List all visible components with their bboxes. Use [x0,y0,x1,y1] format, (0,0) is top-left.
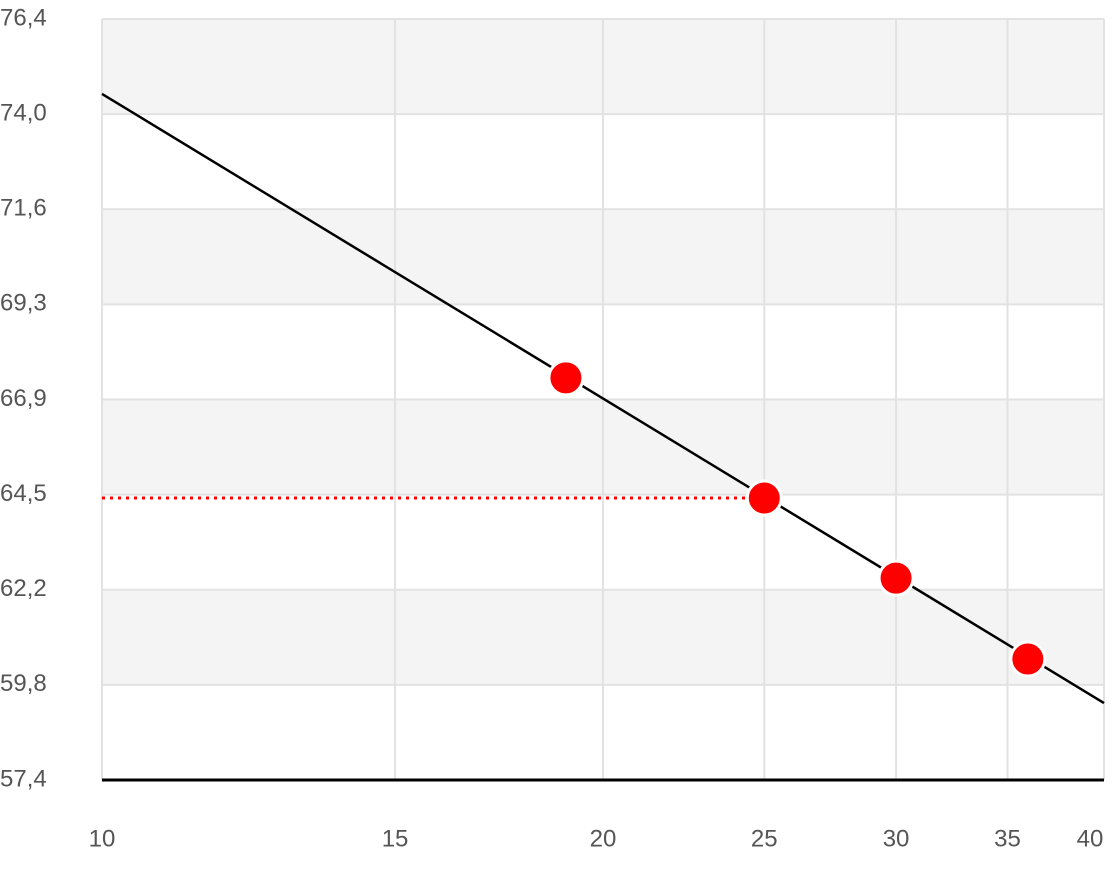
y-tick-label: 66,9 [0,385,47,412]
x-tick-label: 15 [382,825,409,852]
line [101,92,1105,705]
x-tick-label: 40 [1077,825,1104,852]
x-tick-label: 35 [994,825,1021,852]
y-tick-label: 76,4 [0,4,47,31]
x-tick-label: 20 [590,825,617,852]
point [745,479,783,517]
y-tick-label: 69,3 [0,290,47,317]
x-tick-label: 10 [89,825,116,852]
y-tick-label: 64,5 [0,480,47,507]
y-tick-label: 62,2 [0,575,47,602]
y-tick-label: 74,0 [0,99,47,126]
x-tick-label: 25 [751,825,778,852]
y-tick-label: 71,6 [0,195,47,222]
point [547,359,585,397]
y-tick-label: 57,4 [0,765,47,792]
point [1009,640,1047,678]
y-tick-label: 59,8 [0,670,47,697]
point [877,559,915,597]
x-tick-label: 30 [883,825,910,852]
